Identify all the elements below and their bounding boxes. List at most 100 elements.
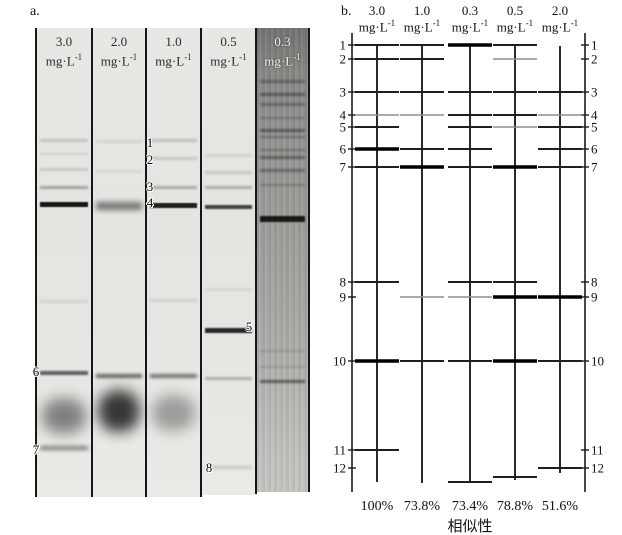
band-number-marker: 6	[32, 364, 40, 379]
unit-exponent: -1	[293, 51, 301, 62]
gel-lane-header: 0.3 mg·L-1	[257, 33, 308, 69]
axis-tick-label-left: 6	[340, 142, 347, 157]
gel-band	[259, 184, 306, 186]
axis-tick-label-left: 2	[340, 52, 347, 67]
axis-tick-label-left: 7	[340, 160, 347, 175]
gel-band	[149, 299, 198, 302]
gel-band	[95, 140, 143, 143]
lane-unit: mg·L-1	[45, 51, 83, 68]
band-number-marker: 2	[146, 152, 154, 167]
axis-tick-label-left: 9	[340, 290, 347, 305]
gel-band	[149, 203, 198, 208]
lane-concentration: 0.5	[220, 34, 237, 49]
axis-tick-label-right: 7	[591, 160, 598, 175]
gel-band	[149, 186, 198, 189]
axis-tick-label-right: 1	[591, 38, 598, 53]
gel-band	[39, 168, 89, 171]
band-number-marker: 1	[146, 135, 154, 150]
unit-exponent: -1	[74, 51, 83, 62]
gel-band	[149, 374, 198, 378]
gel-band	[259, 136, 306, 138]
gel-band	[259, 156, 306, 159]
gel-band	[39, 139, 89, 142]
band-number-marker: 8	[205, 460, 213, 475]
gel-band	[204, 154, 253, 157]
gel-lane-header: 3.0 mg·L-1	[37, 33, 91, 69]
gel-band	[204, 328, 253, 333]
gel-band	[39, 446, 89, 450]
gel-lane-separator	[145, 28, 147, 497]
axis-tick-label-left: 10	[333, 354, 346, 369]
axis-tick-label-right: 6	[591, 142, 598, 157]
gel-band	[204, 205, 253, 209]
unit-exponent: -1	[184, 51, 192, 62]
lane-concentration: 1.0	[165, 34, 182, 49]
panel-a-label: a.	[30, 4, 40, 19]
gel-band	[149, 157, 198, 160]
gel-lane-3.0: 3.0 mg·L-1	[37, 28, 91, 497]
gel-smear	[41, 398, 87, 434]
gel-band	[204, 288, 253, 291]
gel-band	[39, 186, 89, 189]
gel-band	[149, 139, 198, 142]
unit-exponent: -1	[239, 51, 247, 62]
gel-band	[259, 103, 306, 106]
unit-exponent: -1	[129, 51, 138, 62]
gel-lane-2.0: 2.0 mg·L-1	[93, 28, 145, 497]
axis-tick-label-left: 1	[340, 38, 347, 53]
axis-tick-label-left: 11	[333, 443, 346, 458]
gel-lane-0.3: 0.3 mg·L-1	[257, 28, 308, 492]
gel-band	[204, 466, 253, 469]
axis-tick-label-right: 8	[591, 275, 598, 290]
gel-lane-separator	[91, 28, 93, 497]
gel-lane-header: 2.0 mg·L-1	[93, 33, 145, 69]
axis-tick-label-right: 11	[591, 443, 604, 458]
gel-band	[259, 129, 306, 132]
lane-unit: mg·L-1	[100, 51, 138, 68]
gel-band	[95, 202, 143, 210]
lane-unit: mg·L-1	[155, 51, 192, 68]
gel-band	[259, 380, 306, 383]
gel-lane-header: 1.0 mg·L-1	[147, 33, 200, 69]
gel-band	[259, 350, 306, 352]
axis-tick-label-right: 2	[591, 52, 598, 67]
gel-lane-separator	[255, 28, 257, 494]
lane-unit: mg·L-1	[264, 51, 301, 68]
axis-tick-label-left: 5	[340, 120, 347, 135]
band-number-marker: 7	[32, 442, 40, 457]
band-number-marker: 3	[146, 179, 154, 194]
gel-band	[95, 170, 143, 173]
gel-lane-separator	[35, 28, 37, 497]
axis-tick-label-left: 12	[333, 461, 346, 476]
gel-band	[95, 374, 143, 378]
axis-tick-label-left: 4	[340, 108, 347, 123]
axis-tick-label-left: 8	[340, 275, 347, 290]
gel-band	[204, 171, 253, 174]
lane-concentration: 0.3	[274, 34, 291, 49]
gel-band	[259, 117, 306, 119]
band-number-marker: 5	[245, 319, 253, 334]
gel-band	[39, 300, 89, 303]
gel-band	[204, 186, 253, 189]
band-number-marker: 4	[146, 195, 154, 210]
gel-lane-separator	[308, 28, 310, 492]
axis-tick-label-right: 12	[591, 461, 604, 476]
axis-tick-label-right: 9	[591, 290, 598, 305]
axis-tick-label-right: 10	[591, 354, 604, 369]
lane-concentration: 3.0	[55, 34, 73, 49]
gel-band	[39, 153, 89, 155]
gel-band	[259, 149, 306, 151]
gel-lane-header: 0.5 mg·L-1	[202, 33, 255, 69]
lane-concentration: 2.0	[110, 34, 128, 49]
gel-band	[39, 202, 89, 207]
gel-band	[259, 93, 306, 96]
axis-tick-label-right: 3	[591, 85, 598, 100]
gel-lane-0.5: 0.5 mg·L-1	[202, 28, 255, 495]
axis-tick-label-right: 4	[591, 108, 598, 123]
gel-band	[39, 371, 89, 375]
gel-lane-separator	[200, 28, 202, 497]
gel-band	[259, 169, 306, 172]
